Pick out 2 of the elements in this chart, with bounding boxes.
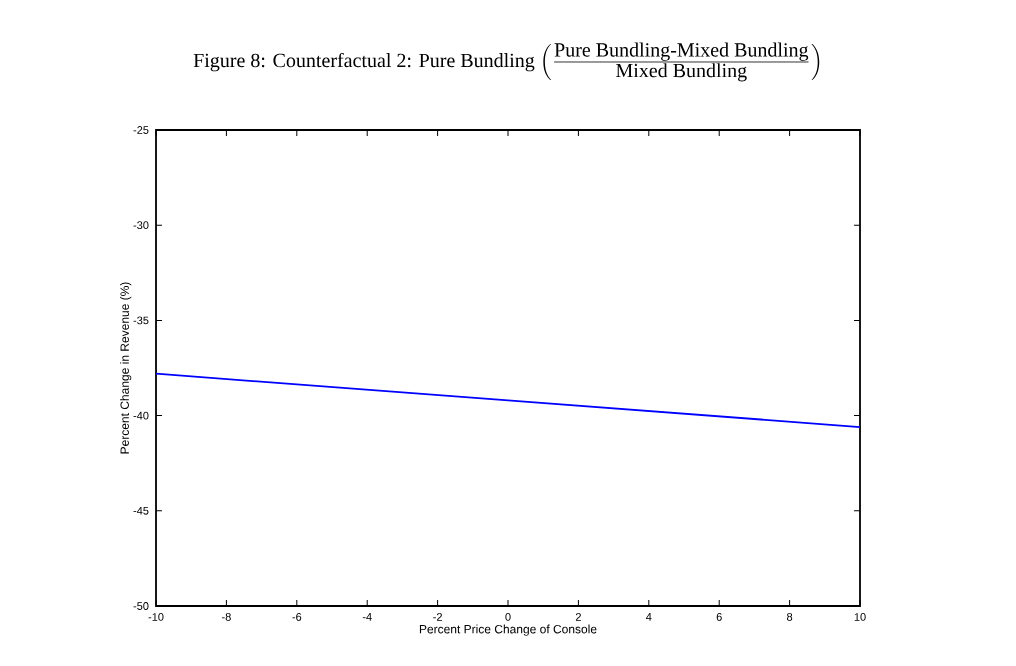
chart-title: Figure 8: Counterfactual 2: Pure Bundling [193, 52, 535, 72]
chart-subtitle: $\left(\frac{\mbox{Pure Bundling-Mixed Bundling}}{\mbox{Mixed Bundling}}\right)$ [543, 42, 820, 82]
